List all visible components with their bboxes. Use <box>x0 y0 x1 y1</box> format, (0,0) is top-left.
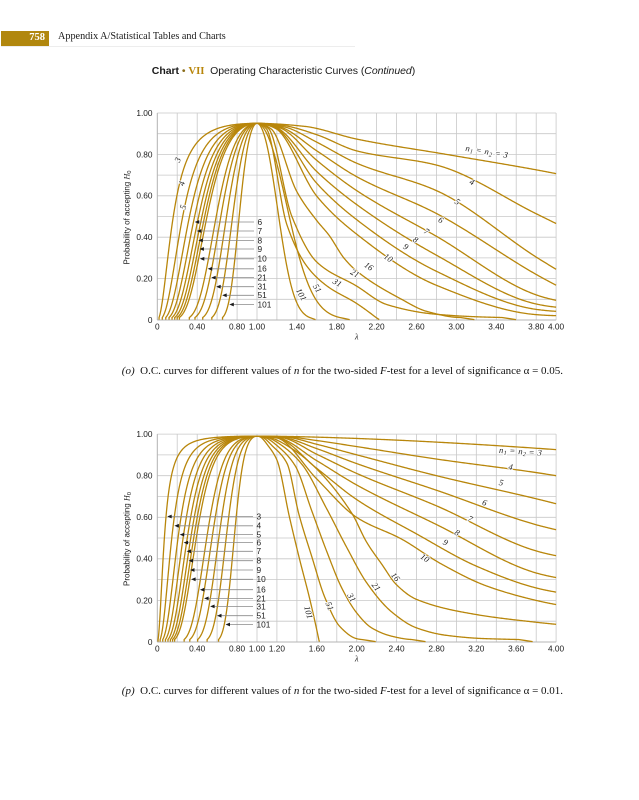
svg-text:16: 16 <box>257 585 267 595</box>
svg-text:3.80: 3.80 <box>528 321 545 331</box>
svg-text:4.00: 4.00 <box>548 321 565 331</box>
svg-text:0.40: 0.40 <box>189 321 206 331</box>
svg-text:51: 51 <box>258 290 268 300</box>
svg-text:1.00: 1.00 <box>136 108 153 118</box>
svg-text:0.40: 0.40 <box>189 643 206 653</box>
svg-text:10: 10 <box>257 574 267 584</box>
svg-text:21: 21 <box>370 580 383 593</box>
svg-text:0.40: 0.40 <box>136 232 153 242</box>
svg-text:16: 16 <box>363 260 376 274</box>
svg-text:1.00: 1.00 <box>249 321 266 331</box>
svg-text:9: 9 <box>257 565 262 575</box>
svg-text:2.60: 2.60 <box>408 321 425 331</box>
svg-text:3: 3 <box>257 511 262 521</box>
svg-text:9: 9 <box>441 537 450 548</box>
svg-text:0.80: 0.80 <box>229 643 246 653</box>
svg-text:0.60: 0.60 <box>136 191 153 201</box>
svg-text:31: 31 <box>345 590 358 603</box>
svg-text:1.00: 1.00 <box>249 643 266 653</box>
svg-text:2.80: 2.80 <box>428 643 445 653</box>
svg-text:7: 7 <box>466 513 475 524</box>
svg-text:101: 101 <box>302 605 315 620</box>
svg-text:λ: λ <box>354 332 359 342</box>
svg-text:16: 16 <box>258 264 268 274</box>
svg-text:6: 6 <box>437 214 446 225</box>
svg-text:31: 31 <box>258 282 268 292</box>
svg-text:1.20: 1.20 <box>269 643 286 653</box>
svg-text:9: 9 <box>258 244 263 254</box>
svg-text:10: 10 <box>419 551 432 564</box>
svg-text:8: 8 <box>257 556 262 566</box>
svg-text:51: 51 <box>311 282 324 295</box>
svg-text:21: 21 <box>349 267 361 280</box>
svg-text:1.80: 1.80 <box>329 321 346 331</box>
svg-text:4: 4 <box>176 179 187 186</box>
svg-text:4: 4 <box>508 462 514 473</box>
svg-text:1.60: 1.60 <box>309 643 326 653</box>
svg-text:4.00: 4.00 <box>548 643 565 653</box>
svg-text:7: 7 <box>258 226 263 236</box>
svg-text:3.60: 3.60 <box>508 643 525 653</box>
svg-text:3.00: 3.00 <box>448 321 465 331</box>
svg-text:51: 51 <box>257 611 267 621</box>
svg-text:5: 5 <box>178 203 189 210</box>
svg-text:0.80: 0.80 <box>136 149 153 159</box>
svg-text:5: 5 <box>498 477 505 488</box>
svg-text:7: 7 <box>257 546 262 556</box>
svg-text:2.00: 2.00 <box>349 643 366 653</box>
svg-text:6: 6 <box>257 538 262 548</box>
svg-text:n1 = n2 = 3: n1 = n2 = 3 <box>499 445 543 459</box>
svg-text:2.20: 2.20 <box>369 321 386 331</box>
svg-text:Probability of accepting H0: Probability of accepting H0 <box>123 171 134 265</box>
svg-text:101: 101 <box>257 619 271 629</box>
svg-text:8: 8 <box>411 234 420 245</box>
svg-text:8: 8 <box>453 527 462 538</box>
svg-text:7: 7 <box>422 226 431 237</box>
svg-text:4: 4 <box>468 176 477 187</box>
svg-text:5: 5 <box>257 530 262 540</box>
svg-text:3: 3 <box>172 156 183 165</box>
svg-text:6: 6 <box>258 217 263 227</box>
svg-text:0.20: 0.20 <box>136 595 153 605</box>
svg-text:0.80: 0.80 <box>229 321 246 331</box>
svg-text:0.60: 0.60 <box>136 512 153 522</box>
svg-text:4: 4 <box>257 521 262 531</box>
svg-text:0: 0 <box>148 315 153 325</box>
svg-text:0: 0 <box>155 321 160 331</box>
svg-text:31: 31 <box>257 601 267 611</box>
svg-text:1.00: 1.00 <box>136 429 153 439</box>
svg-text:101: 101 <box>258 299 272 309</box>
svg-text:51: 51 <box>323 600 336 612</box>
svg-text:Probability of accepting H0: Probability of accepting H0 <box>123 492 134 586</box>
svg-text:10: 10 <box>258 254 268 264</box>
svg-text:1.40: 1.40 <box>289 321 306 331</box>
svg-text:0: 0 <box>148 637 153 647</box>
svg-text:21: 21 <box>258 273 268 283</box>
svg-text:3.40: 3.40 <box>488 321 505 331</box>
svg-text:9: 9 <box>401 241 411 252</box>
svg-text:λ: λ <box>354 654 359 664</box>
svg-text:5: 5 <box>453 196 462 207</box>
svg-text:3.20: 3.20 <box>468 643 485 653</box>
svg-text:21: 21 <box>257 593 267 603</box>
svg-text:2.40: 2.40 <box>389 643 406 653</box>
svg-text:16: 16 <box>389 570 403 584</box>
svg-text:10: 10 <box>382 251 395 265</box>
svg-text:6: 6 <box>481 497 489 508</box>
svg-text:0.80: 0.80 <box>136 471 153 481</box>
svg-text:n1 = n2 = 3: n1 = n2 = 3 <box>465 143 510 162</box>
svg-text:8: 8 <box>258 235 263 245</box>
svg-text:0: 0 <box>155 643 160 653</box>
svg-text:0.20: 0.20 <box>136 274 153 284</box>
svg-text:0.40: 0.40 <box>136 554 153 564</box>
